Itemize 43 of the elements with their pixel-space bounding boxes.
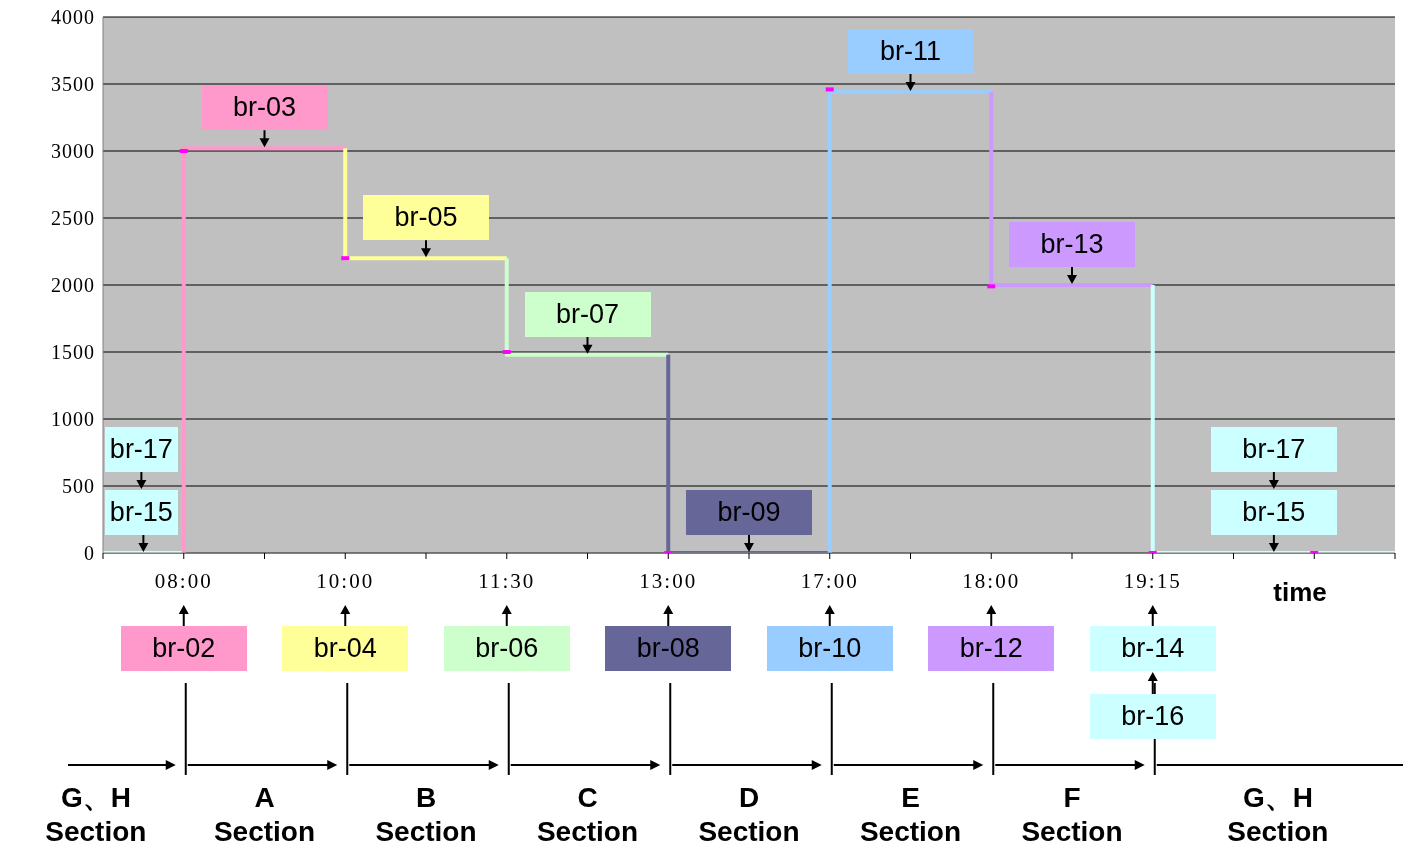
text: E Section xyxy=(858,781,963,845)
x-tick-label: 11:30 xyxy=(478,568,536,593)
annotation: br-13 xyxy=(1009,222,1135,267)
text: D Section xyxy=(697,781,801,845)
text: br-06 xyxy=(443,626,570,671)
annotation: br-15 xyxy=(105,490,178,535)
x-tick-label: 18:00 xyxy=(962,568,1021,593)
x-axis-title: time xyxy=(1272,577,1328,608)
annotation: br-17 xyxy=(1210,427,1337,472)
text: br-04 xyxy=(282,626,409,671)
y-tick-label: 1000 xyxy=(51,408,95,431)
y-tick-label: 0 xyxy=(84,542,95,565)
text: C Section xyxy=(535,781,640,845)
annotation: br-03 xyxy=(201,85,328,131)
text: br-16 xyxy=(1089,694,1216,739)
y-tick-label: 3000 xyxy=(51,140,95,163)
y-tick-label: 2500 xyxy=(51,207,95,230)
annotation: br-05 xyxy=(363,195,489,241)
y-tick-label: 4000 xyxy=(51,6,95,29)
annotation: br-09 xyxy=(686,490,812,535)
text: br-10 xyxy=(766,626,893,671)
text: br-08 xyxy=(605,626,732,671)
annotation: br-07 xyxy=(524,291,651,337)
y-tick-label: 500 xyxy=(62,475,95,498)
x-tick-label: 10:00 xyxy=(316,568,375,593)
x-tick-label: 17:00 xyxy=(800,568,859,593)
annotation: br-11 xyxy=(847,29,974,75)
y-tick-label: 1500 xyxy=(51,341,95,364)
text: B Section xyxy=(374,781,478,845)
x-tick-label: 19:15 xyxy=(1123,568,1182,593)
text: br-02 xyxy=(120,626,247,671)
x-tick-label: 13:00 xyxy=(639,568,698,593)
text: br-12 xyxy=(928,626,1055,671)
text: G、H Section xyxy=(1226,781,1330,845)
text: G、H Section xyxy=(44,781,148,845)
annotation: br-17 xyxy=(105,427,178,472)
text: A Section xyxy=(212,781,317,845)
x-tick-label: 08:00 xyxy=(154,568,213,593)
y-tick-label: 2000 xyxy=(51,274,95,297)
text: br-14 xyxy=(1089,626,1216,671)
y-tick-label: 3500 xyxy=(51,73,95,96)
text: F Section xyxy=(1020,781,1124,845)
annotation: br-15 xyxy=(1210,490,1337,535)
